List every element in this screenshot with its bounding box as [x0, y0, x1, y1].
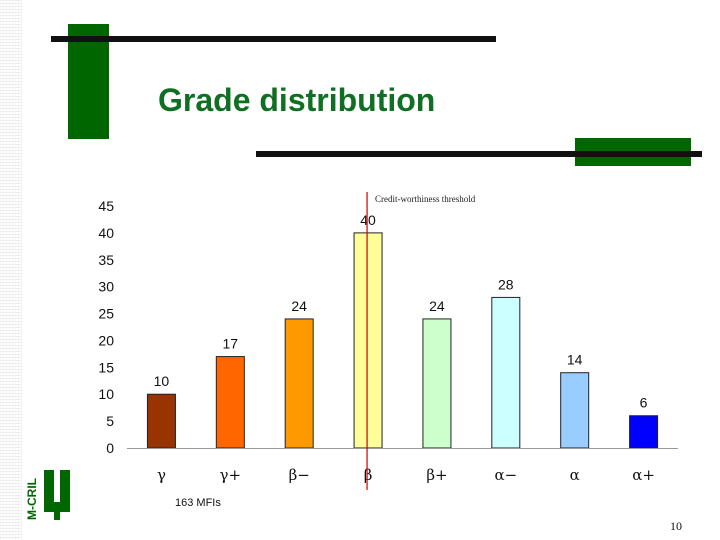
bar: [284, 318, 314, 449]
y-tick-label: 30: [98, 279, 114, 295]
left-striped-margin-overlay: [0, 0, 22, 540]
y-tick-label: 0: [106, 440, 114, 456]
bar: [491, 296, 521, 449]
y-tick-label: 40: [98, 225, 114, 241]
x-tick-label: α: [570, 466, 580, 484]
data-label: 14: [567, 352, 583, 368]
bar: [353, 232, 383, 449]
x-tick-label: β−: [289, 466, 310, 484]
green-accent-block-left: [68, 24, 109, 139]
black-rule-middle: [256, 151, 702, 157]
data-label: 17: [223, 336, 239, 352]
sample-note: 163 MFIs: [175, 497, 221, 509]
data-label: 24: [291, 298, 307, 314]
y-tick-label: 25: [98, 306, 114, 322]
y-tick-label: 20: [98, 332, 114, 348]
bar: [146, 393, 176, 449]
threshold-label: Credit-worthiness threshold: [375, 194, 476, 204]
page-number: 10: [670, 519, 682, 533]
bar: [560, 372, 590, 449]
x-tick-label: γ: [157, 466, 166, 484]
y-tick-label: 5: [106, 413, 114, 429]
black-rule-top: [51, 36, 496, 42]
svg-text:M-CRIL: M-CRIL: [25, 478, 39, 520]
x-tick-label: β+: [426, 466, 447, 484]
data-label: 28: [498, 276, 514, 292]
y-tick-label: 15: [98, 359, 114, 375]
bar: [629, 415, 659, 449]
bar: [215, 356, 245, 449]
x-tick-label: α−: [494, 466, 517, 484]
x-tick-label: α+: [632, 466, 655, 484]
y-tick-label: 10: [98, 386, 114, 402]
slide-title: Grade distribution: [158, 82, 436, 118]
x-tick-label: β: [364, 466, 373, 484]
data-label: 6: [640, 395, 648, 411]
bar: [422, 318, 452, 449]
data-label: 40: [360, 212, 376, 228]
x-tick-label: γ+: [220, 466, 242, 484]
y-tick-label: 45: [98, 198, 114, 214]
m-cril-logo: M-CRIL: [24, 458, 80, 522]
y-tick-label: 35: [98, 252, 114, 268]
data-label: 24: [429, 298, 445, 314]
data-label: 10: [154, 373, 170, 389]
